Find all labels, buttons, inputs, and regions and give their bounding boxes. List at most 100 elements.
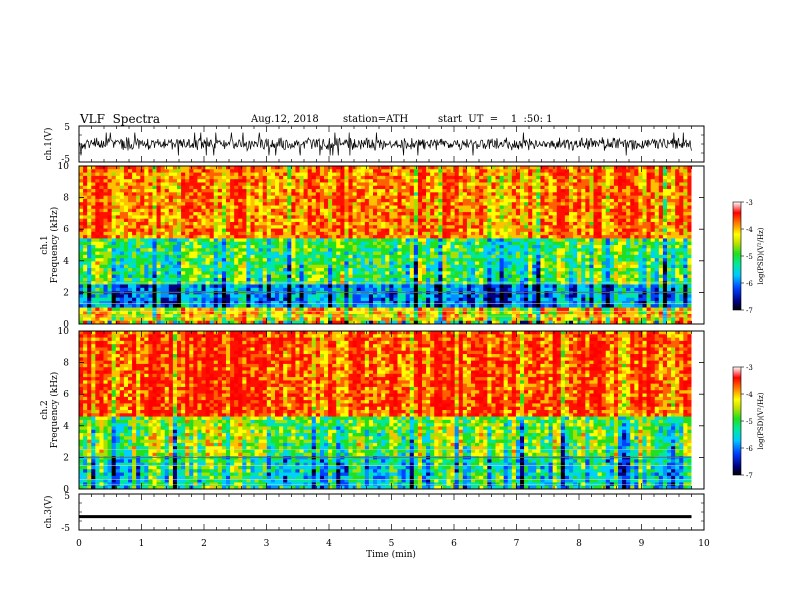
spec1-cell [430,198,435,203]
spec1-cell [275,195,280,200]
spec1-cell [242,231,247,236]
spec1-cell [213,225,219,229]
spec1-cell [115,185,121,190]
spec1-cell [328,205,333,210]
spec1-cell [332,284,337,289]
spec1-cell [99,218,104,223]
spec1-cell [91,166,96,170]
spec1-cell [148,221,153,226]
spec1-cell [442,208,447,213]
spec1-cell [221,192,227,197]
spec1-cell [91,264,96,269]
spec1-cell [209,317,215,322]
spec1-cell [311,320,317,325]
spec1-cell [250,208,255,213]
spec1-cell [397,231,402,236]
spec1-cell [132,192,137,197]
spec1-cell [185,202,190,206]
spec1-cell [450,205,456,210]
spec1-cell [279,245,284,249]
spec1-cell [364,300,370,305]
spec1-cell [83,307,88,312]
spec1-cell [475,320,480,325]
spec1-cell [132,221,137,226]
spec1-cell [487,175,492,180]
spec1-cell [95,235,100,239]
spec1-cell [368,258,374,262]
spec1-cell [324,261,329,266]
spec1-cell [466,294,472,299]
chart-title: VLF Spectra [80,112,161,126]
spec1-cell [479,248,484,252]
spec1-cell [352,198,358,203]
spec1-cell [230,225,235,229]
spec1-cell [242,297,247,302]
spec1-cell [430,274,435,279]
spec1-cell [132,179,137,183]
spec1-cell [201,208,206,213]
spec1-cell [283,225,288,229]
spec1-cell [324,304,329,308]
spec1-cell [201,310,206,315]
spec1-cell [79,317,84,322]
spec1-cell [258,179,264,183]
spec1-cell [287,182,292,187]
spec1-cell [250,258,255,262]
spec1-cell [156,277,162,282]
spec1-cell [495,221,500,226]
spec1-cell [307,182,313,187]
spec1-cell [279,185,284,190]
spec1-cell [385,175,390,180]
spec1-cell [381,198,386,203]
spec1-cell [328,215,333,220]
spec1-cell [495,241,500,246]
spec1-cell [356,320,362,325]
spec1-cell [332,261,337,266]
spec1-cell [397,297,402,302]
spec1-cell [91,248,96,252]
spec1-cell [95,182,100,187]
spec1-cell [254,189,260,193]
spec1-cell [119,274,125,279]
spec1-cell [221,208,227,213]
spec1-cell [103,300,108,305]
spec1-cell [458,317,464,322]
spec1-cell [250,300,255,305]
spec1-cell [299,212,304,216]
spec1-cell [201,284,206,289]
spec1-cell [258,172,264,177]
spec1-cell [377,195,382,200]
spec1-cell [409,287,415,292]
spec1-cell [156,231,162,236]
spec1-cell [189,238,194,243]
spec1-cell [356,231,362,236]
spec1-cell [221,175,227,180]
spec1-cell [454,300,460,305]
spec1-cell [140,287,145,292]
spec1-cell [250,179,255,183]
spec1-cell [254,166,260,170]
spec1-cell [238,310,243,315]
spec1-cell [483,245,488,249]
spec1-cell [172,215,178,220]
spec1-cell [111,284,117,289]
spec1-cell [213,258,219,262]
spec1-cell [132,205,137,210]
spec1-cell [303,284,309,289]
spec1-cell [270,208,276,213]
spec1-cell [242,245,247,249]
spec1-cell [136,212,141,216]
spec1-cell [360,297,366,302]
spec1-cell [172,284,178,289]
spec1-cell [181,221,186,226]
spec1-cell [462,198,468,203]
spec1-cell [344,185,349,190]
spec1-cell [385,274,390,279]
spec1-cell [201,251,206,256]
spec1-cell [270,185,276,190]
spec1-cell [377,300,382,305]
spec1-cell [336,225,341,229]
spec1-cell [193,238,198,243]
spec1-cell [344,195,349,200]
